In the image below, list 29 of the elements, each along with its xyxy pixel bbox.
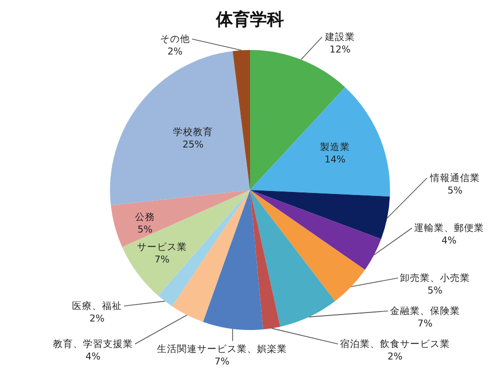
slice-label: 医療、福祉	[72, 300, 122, 312]
data-label: 2%	[167, 46, 183, 58]
data-label: 5%	[447, 185, 463, 196]
slice-label: 教育、学習支援業	[53, 338, 133, 350]
data-label: 2%	[89, 313, 105, 324]
slice-label: 公務	[135, 211, 155, 223]
slice-label: 建設業	[324, 31, 355, 43]
slice-label: 情報通信業	[429, 172, 480, 184]
slice-label: 学校教育	[173, 126, 213, 138]
data-label: 12%	[329, 44, 351, 56]
slice-label: その他	[160, 33, 190, 45]
slice-label: 生活関連サービス業、娯楽業	[157, 343, 287, 355]
slice-label: 宿泊業、飲食サービス業	[340, 338, 450, 350]
slice-label: サービス業	[137, 241, 187, 253]
slice-label: 金融業、保険業	[390, 305, 460, 317]
slice-label: 卸売業、小売業	[400, 272, 470, 284]
data-label: 4%	[85, 351, 101, 362]
data-label: 14%	[324, 154, 346, 166]
chart-title: 体育学科	[215, 9, 284, 30]
data-label: 5%	[137, 224, 153, 236]
data-label: 7%	[214, 356, 230, 368]
slice-label: 製造業	[320, 141, 350, 153]
data-label: 7%	[154, 254, 170, 266]
slice-label: 運輸業、郵便業	[414, 222, 484, 234]
data-label: 7%	[417, 318, 433, 330]
data-label: 4%	[441, 235, 457, 246]
data-label: 2%	[387, 351, 403, 362]
data-label: 5%	[427, 285, 443, 296]
data-label: 25%	[182, 139, 204, 150]
